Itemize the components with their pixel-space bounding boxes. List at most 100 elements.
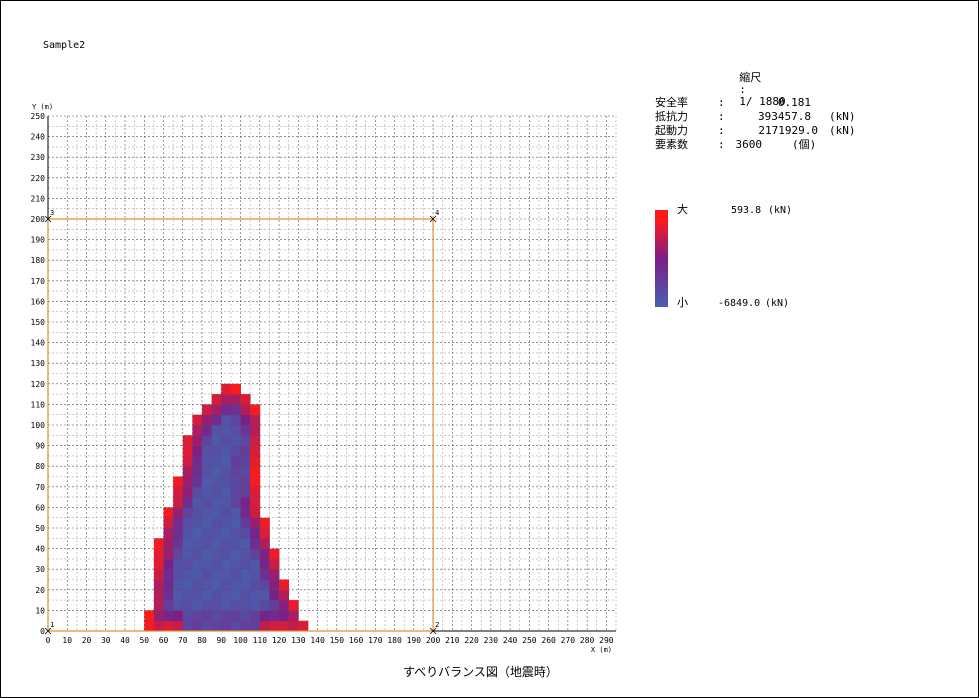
heat-cell bbox=[259, 548, 270, 560]
heat-cell bbox=[192, 466, 203, 477]
heat-cell bbox=[230, 517, 241, 529]
heat-cell bbox=[163, 600, 174, 611]
stat-unit: (個) bbox=[792, 138, 817, 151]
legend-max-value: 593.8 bbox=[731, 205, 762, 216]
stat-sep: : bbox=[718, 96, 725, 109]
x-tick-label: 120 bbox=[272, 636, 287, 645]
heat-cell bbox=[211, 548, 222, 560]
heat-cell bbox=[250, 558, 261, 570]
y-tick-label: 120 bbox=[31, 380, 46, 389]
heat-cell bbox=[240, 517, 251, 529]
heat-cell bbox=[250, 507, 261, 519]
heat-cell bbox=[221, 610, 232, 622]
heat-cell bbox=[250, 486, 261, 498]
heat-cell bbox=[240, 476, 251, 488]
heat-cell bbox=[240, 528, 251, 539]
heat-cell bbox=[298, 620, 309, 632]
stat-value: 393457.8 bbox=[758, 110, 811, 123]
boundary-point-label: 2 bbox=[435, 621, 439, 629]
heat-cell bbox=[259, 579, 270, 591]
heat-cell bbox=[163, 579, 174, 591]
heat-cell bbox=[221, 476, 232, 488]
y-tick-label: 60 bbox=[35, 503, 45, 512]
heat-cell bbox=[182, 600, 193, 611]
heat-cell bbox=[269, 589, 280, 601]
heat-cell bbox=[182, 455, 193, 467]
boundary-point-label: 1 bbox=[50, 621, 54, 629]
heat-cell bbox=[230, 455, 241, 467]
heat-cell bbox=[192, 528, 203, 539]
heat-cell bbox=[153, 589, 164, 601]
heat-cell bbox=[173, 507, 184, 519]
heat-cell bbox=[202, 589, 213, 601]
boundary-point-marker bbox=[429, 627, 437, 635]
heat-cell bbox=[173, 558, 184, 570]
heat-cell bbox=[259, 589, 270, 601]
heat-cell bbox=[173, 600, 184, 611]
heat-cell bbox=[221, 497, 232, 508]
heat-cell bbox=[211, 579, 222, 591]
heat-cell bbox=[230, 476, 241, 488]
boundary-point-marker bbox=[429, 215, 437, 223]
heat-cell bbox=[211, 466, 222, 477]
heat-cell bbox=[173, 497, 184, 508]
x-tick-label: 210 bbox=[445, 636, 460, 645]
y-tick-label: 80 bbox=[35, 462, 45, 471]
heat-cell bbox=[192, 538, 203, 549]
heat-cell bbox=[269, 610, 280, 622]
stat-unit: (kN) bbox=[829, 124, 856, 137]
heat-cell bbox=[192, 507, 203, 519]
heat-cell bbox=[250, 455, 261, 467]
heat-cell bbox=[163, 548, 174, 560]
heat-cell bbox=[192, 610, 203, 622]
heat-cell bbox=[182, 548, 193, 560]
heat-cell bbox=[211, 404, 222, 416]
y-tick-label: 0 bbox=[40, 627, 45, 636]
heat-cell bbox=[259, 528, 270, 539]
heat-cell bbox=[230, 600, 241, 611]
y-tick-label: 150 bbox=[31, 318, 46, 327]
stat-value: 2171929.0 bbox=[758, 124, 818, 137]
heat-cell bbox=[221, 455, 232, 467]
heat-cell bbox=[250, 425, 261, 436]
heat-cell bbox=[202, 486, 213, 498]
heat-cell bbox=[211, 476, 222, 488]
heat-cell bbox=[163, 610, 174, 622]
x-tick-label: 10 bbox=[62, 636, 72, 645]
heat-cell bbox=[240, 497, 251, 508]
heat-cell bbox=[279, 610, 290, 622]
heat-cell bbox=[202, 610, 213, 622]
y-tick-label: 30 bbox=[35, 565, 45, 574]
heat-cell bbox=[163, 558, 174, 570]
stat-value: 0.181 bbox=[777, 96, 811, 109]
heat-cell bbox=[202, 620, 213, 632]
heat-cell bbox=[163, 589, 174, 601]
heat-cell bbox=[240, 455, 251, 467]
heat-cell bbox=[211, 589, 222, 601]
y-tick-label: 170 bbox=[31, 277, 46, 286]
heat-cell bbox=[163, 620, 174, 632]
heat-cell bbox=[202, 414, 213, 426]
stat-value: 3600 bbox=[735, 138, 763, 151]
heat-cell bbox=[182, 497, 193, 508]
heat-cell bbox=[259, 610, 270, 622]
x-tick-label: 100 bbox=[233, 636, 248, 645]
heat-cell bbox=[182, 517, 193, 529]
heat-cell bbox=[240, 548, 251, 560]
heat-cell bbox=[250, 579, 261, 591]
heat-cell bbox=[230, 579, 241, 591]
heat-cell bbox=[240, 445, 251, 457]
heat-cell bbox=[202, 579, 213, 591]
heat-cell bbox=[202, 517, 213, 529]
heat-cell bbox=[163, 538, 174, 549]
y-axis-label: Y (m) bbox=[32, 103, 53, 111]
y-tick-label: 190 bbox=[31, 236, 46, 245]
heat-cell bbox=[211, 486, 222, 498]
heat-cell bbox=[153, 610, 164, 622]
y-tick-label: 50 bbox=[35, 524, 45, 533]
heat-cell bbox=[192, 435, 203, 446]
heat-cell bbox=[173, 476, 184, 488]
sample-name: Sample2 bbox=[43, 40, 86, 51]
heat-cell bbox=[230, 528, 241, 539]
